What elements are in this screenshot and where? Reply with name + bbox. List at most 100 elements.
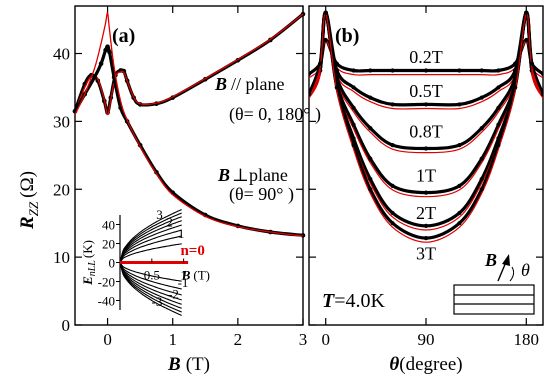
panel-b-series-group [309,10,543,243]
inset-landau-level [119,243,182,263]
data-point-0.2T [368,68,373,73]
data-point-0.2T [423,68,429,73]
inset-landau-level [119,216,182,263]
data-point-0.5T [496,85,501,90]
data-point-perp_data [98,61,104,66]
y-tick-label-a: 30 [53,112,70,131]
inset-landau-level [119,262,182,316]
inset-landau-level [119,229,182,263]
data-point-0.2T [390,68,395,73]
data-point-0.8T [390,143,395,148]
data-point-3T [524,10,529,15]
annotation-parallel: B// plane [214,74,285,94]
data-point-perp_data [107,49,112,55]
inset-level-label-pos: 2 [166,214,173,229]
data-point-1T [479,156,484,161]
inset-n0-label: n=0 [180,243,204,259]
data-point-3T [529,61,534,66]
data-point-2T [457,210,462,216]
inset-y-tick-label: 20 [102,237,115,252]
data-point-0.8T [351,105,356,110]
inset-x-label: B (T) [181,268,210,283]
data-point-0.5T [479,95,484,100]
inset-y-label-symbol: E [80,276,95,286]
data-point-1T [423,190,429,195]
data-point-3T [513,85,518,90]
panel-a-frame [74,5,304,326]
inset-y-tick-label: -20 [98,275,115,290]
y-tick-label-a: 0 [62,316,71,335]
inset-x-label-symbol: B [181,268,191,283]
panel-a-label: (a) [112,25,135,47]
series-line-perp_fit [74,12,304,237]
inset-x-tick-label: 0.5 [144,268,160,283]
data-point-0.8T [496,105,501,110]
data-point-0.5T [390,102,395,107]
data-point-0.8T [423,146,429,151]
data-point-parallel_data [121,68,127,74]
series-label-2T: 2T [416,203,436,223]
inset-level-label-pos: 3 [156,207,163,222]
inset-landau-level [119,224,182,263]
data-point-0.5T [457,102,462,107]
series-label-1T: 1T [416,166,436,186]
data-point-0.2T [351,68,356,73]
inset-level-label-neg: -3 [151,294,162,309]
x-tick-label-b: 180 [514,330,540,349]
data-point-0.5T [368,95,373,100]
data-point-2T [423,223,429,229]
data-point-0.2T [479,68,484,73]
series-label-0.2T: 0.2T [409,47,443,67]
data-point-0.8T [457,143,462,148]
inset-landau-level [119,262,182,313]
panel-b-curves [309,10,543,243]
inset-landau-level [119,235,182,263]
data-point-3T [479,187,484,192]
data-point-perp_data [105,44,110,50]
inset-landau-level [119,262,182,296]
data-point-0.8T [368,126,373,131]
schematic-b-arrow [497,261,507,282]
inset-landau-level [119,209,182,263]
inset-landau-level [119,262,182,290]
fit-line-3T [309,12,543,243]
data-point-0.2T [457,68,462,73]
data-point-perp_data [92,74,97,80]
inset-y-tick-label: -40 [98,294,115,309]
series-label-3T: 3T [416,244,436,264]
inset-y-label-sub: nLL [87,260,98,277]
panel-b-ticks: 0 90 180 [309,6,543,349]
data-point-0.8T [479,126,484,131]
data-point-3T [423,236,429,241]
x-axis-label-b: θ(degree) [389,354,462,375]
data-point-0.2T [540,71,543,76]
inset-y-label-unit: (K) [80,240,95,258]
data-point-1T [390,183,395,188]
data-point-0.2T [323,37,328,43]
inset-landau-level [119,212,182,263]
y-tick-label-a: 20 [53,180,70,199]
inset-landau-level [119,262,182,282]
series-label-0.8T: 0.8T [409,122,443,142]
x-tick-label-a: 1 [168,330,177,349]
data-point-3T [323,10,328,15]
schematic-b-arrowhead [502,254,510,266]
fit-line-0.2T [309,39,543,79]
data-point-3T [318,61,323,66]
x-tick-label-a: 2 [234,330,243,349]
x-tick-label-a: 3 [299,330,308,349]
inset-x-tick-label: 1 [180,268,187,283]
data-point-2T [390,210,395,216]
inset-landau-level [119,262,182,309]
data-point-1T [496,122,501,127]
schematic-box [453,284,535,315]
inset-y-tick-label: 0 [109,256,116,271]
series-label-0.5T: 0.5T [409,81,443,101]
schematic-theta-label: θ [521,260,530,280]
inset-level-label-neg: -1 [178,275,189,290]
annotation-perp-angle: (θ= 90° ) [229,184,294,205]
inset-y-tick-label: 40 [102,218,115,233]
